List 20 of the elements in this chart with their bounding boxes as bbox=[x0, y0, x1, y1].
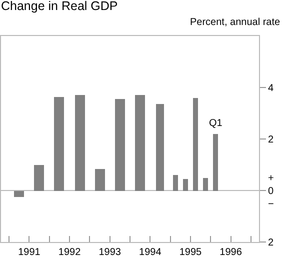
y-tick-label: + 0 − bbox=[268, 173, 274, 210]
bar bbox=[14, 191, 24, 197]
bar bbox=[34, 165, 44, 191]
bar bbox=[95, 169, 105, 191]
x-tick-label: 1995 bbox=[179, 247, 202, 258]
x-tick-label: 1994 bbox=[139, 247, 162, 258]
y-tick-label: 2 bbox=[268, 134, 274, 146]
annotation: Q1 bbox=[209, 118, 223, 129]
chart-subtitle: Percent, annual rate bbox=[190, 17, 280, 28]
y-tick-label: 2 bbox=[268, 238, 274, 248]
bar bbox=[75, 95, 85, 191]
x-tick-label: 1992 bbox=[58, 247, 82, 258]
y-tick-label: 4 bbox=[268, 83, 274, 94]
chart-title: Change in Real GDP bbox=[1, 0, 118, 14]
bar bbox=[135, 95, 145, 191]
x-tick-label: 1993 bbox=[98, 247, 122, 258]
x-tick-label: 1996 bbox=[220, 247, 242, 258]
bar bbox=[115, 99, 125, 191]
x-tick-label: 1991 bbox=[18, 247, 41, 258]
bar bbox=[54, 97, 64, 191]
